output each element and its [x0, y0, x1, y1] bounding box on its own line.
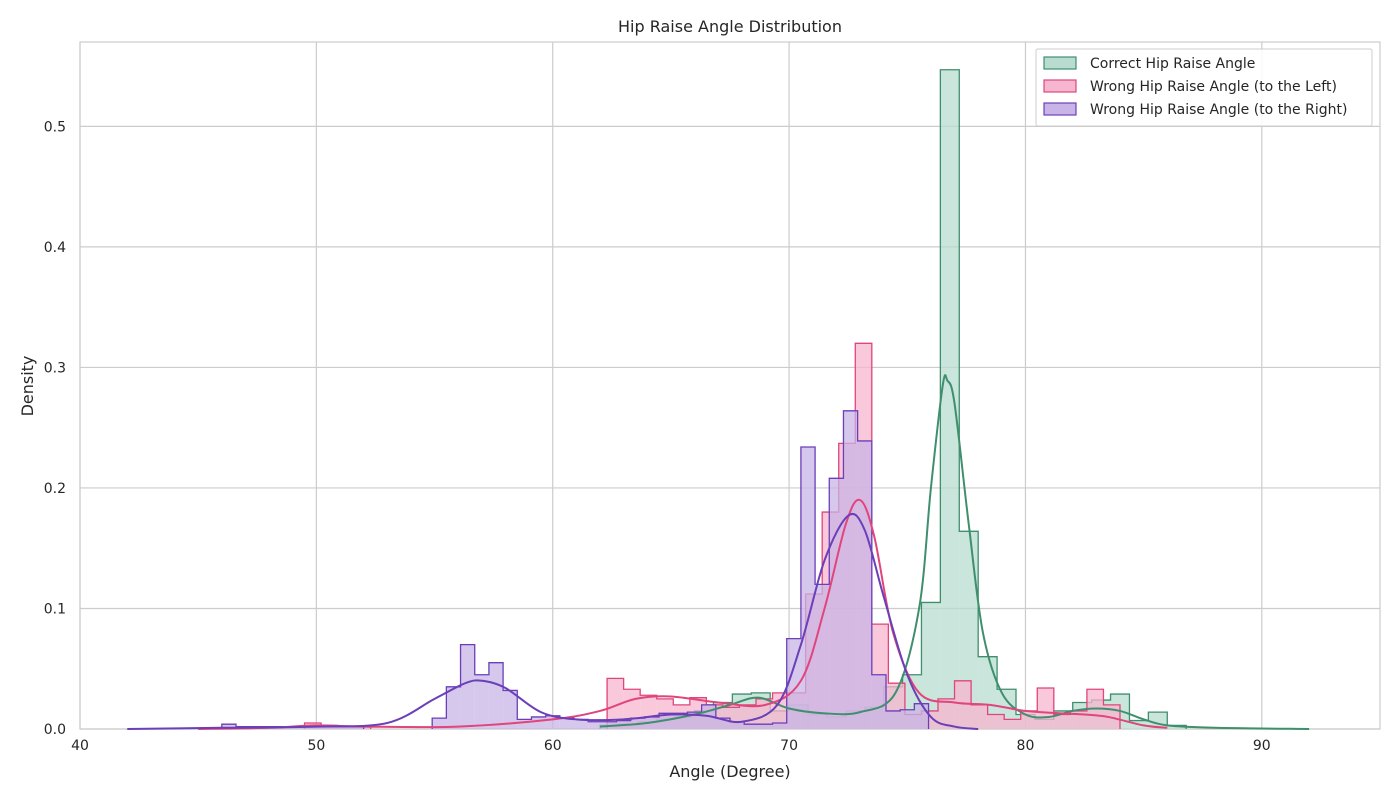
histogram-bar: [349, 726, 364, 729]
x-tick-label: 40: [71, 738, 89, 754]
histogram-bar: [335, 726, 350, 729]
histogram-bar: [474, 674, 489, 729]
histogram-bar: [1004, 719, 1021, 729]
histogram-bar: [959, 531, 979, 729]
density-curves: [127, 374, 1310, 730]
histogram-bar: [829, 478, 844, 729]
histogram-bar: [659, 713, 674, 729]
histogram-bar: [432, 718, 447, 729]
y-tick-label: 0.3: [44, 360, 66, 376]
plot-background: [79, 41, 1381, 730]
histogram-bar: [715, 718, 730, 729]
legend-box: [1035, 48, 1373, 127]
x-tick-label: 80: [1017, 738, 1035, 754]
x-tick-labels: 40 50 60 70 80 90: [71, 738, 1271, 754]
histogram-bar: [772, 722, 787, 729]
y-tick-label: 0.0: [44, 722, 66, 738]
histogram-bar: [843, 410, 858, 729]
histogram-bar: [900, 709, 915, 729]
histogram-bar: [488, 662, 504, 729]
histogram-bar: [786, 638, 801, 729]
series-right-kde-curve: [127, 512, 979, 730]
x-axis-label: Angle (Degree): [669, 762, 790, 781]
histogram-bar: [460, 644, 475, 729]
histogram-bar: [914, 703, 929, 729]
chart-title: Hip Raise Angle Distribution: [618, 17, 842, 36]
histogram-bar: [857, 440, 872, 729]
histogram-bar: [987, 714, 1005, 729]
y-tick-label: 0.5: [44, 119, 66, 135]
histogram-bar: [1053, 714, 1071, 729]
legend-swatch-right: [1043, 102, 1077, 116]
histogram-bar: [1037, 688, 1054, 729]
histogram-bar: [446, 686, 461, 729]
histogram-bar: [800, 446, 816, 729]
y-tick-labels: 0.0 0.1 0.2 0.3 0.4 0.5: [44, 119, 66, 738]
legend: Correct Hip Raise Angle Wrong Hip Raise …: [1035, 48, 1373, 127]
histogram-bar: [503, 690, 518, 729]
x-tick-label: 90: [1253, 738, 1271, 754]
legend-label-right: Wrong Hip Raise Angle (to the Right): [1090, 102, 1347, 118]
x-tick-label: 70: [780, 738, 798, 754]
legend-label-left: Wrong Hip Raise Angle (to the Left): [1090, 79, 1337, 95]
histogram-bar: [221, 724, 236, 729]
histogram-bar: [758, 724, 773, 729]
histogram-bar: [588, 721, 603, 729]
histogram-bar: [559, 718, 574, 729]
histogram-bar: [687, 712, 702, 729]
histogram-bar: [1020, 710, 1038, 729]
histogram-bar: [938, 698, 955, 729]
y-axis-label: Density: [18, 356, 37, 417]
x-tick-label: 50: [307, 738, 325, 754]
series-left-kde-curve: [198, 498, 1168, 730]
histogram-bar: [730, 721, 745, 729]
series-correct-kde-curve: [599, 374, 1310, 730]
histogram-bar: [1070, 710, 1087, 729]
y-tick-label: 0.4: [44, 240, 66, 256]
x-tick-label: 60: [544, 738, 562, 754]
histogram-bar: [871, 674, 886, 729]
histogram-bar: [886, 710, 901, 729]
histogram-bar: [744, 724, 759, 729]
histogram-bar: [517, 719, 532, 729]
legend-label-correct: Correct Hip Raise Angle: [1090, 56, 1255, 72]
legend-swatch-correct: [1043, 56, 1077, 70]
y-tick-label: 0.1: [44, 601, 66, 617]
y-tick-label: 0.2: [44, 481, 66, 497]
histogram-bar: [815, 584, 830, 729]
histogram-bar: [940, 69, 960, 729]
histogram-bar: [321, 726, 336, 729]
histogram-bar: [971, 704, 988, 729]
histogram-bar: [306, 726, 322, 729]
histogram-bar: [607, 678, 624, 729]
histogram-bar: [531, 716, 546, 729]
histogram-bar: [954, 680, 972, 729]
legend-swatch-left: [1043, 79, 1077, 93]
histogram-bar: [574, 719, 589, 729]
